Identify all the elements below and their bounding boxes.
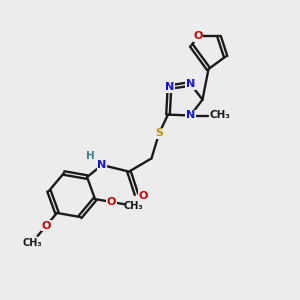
- Text: CH₃: CH₃: [22, 238, 42, 248]
- Text: CH₃: CH₃: [209, 110, 230, 121]
- Text: O: O: [106, 197, 116, 207]
- Text: S: S: [155, 128, 163, 139]
- Text: H: H: [86, 151, 95, 161]
- Text: O: O: [193, 32, 203, 41]
- Text: N: N: [186, 79, 195, 89]
- Text: N: N: [98, 160, 106, 170]
- Text: N: N: [186, 110, 195, 121]
- Text: N: N: [165, 82, 174, 92]
- Text: O: O: [138, 191, 148, 201]
- Text: O: O: [42, 220, 51, 231]
- Text: CH₃: CH₃: [124, 201, 143, 211]
